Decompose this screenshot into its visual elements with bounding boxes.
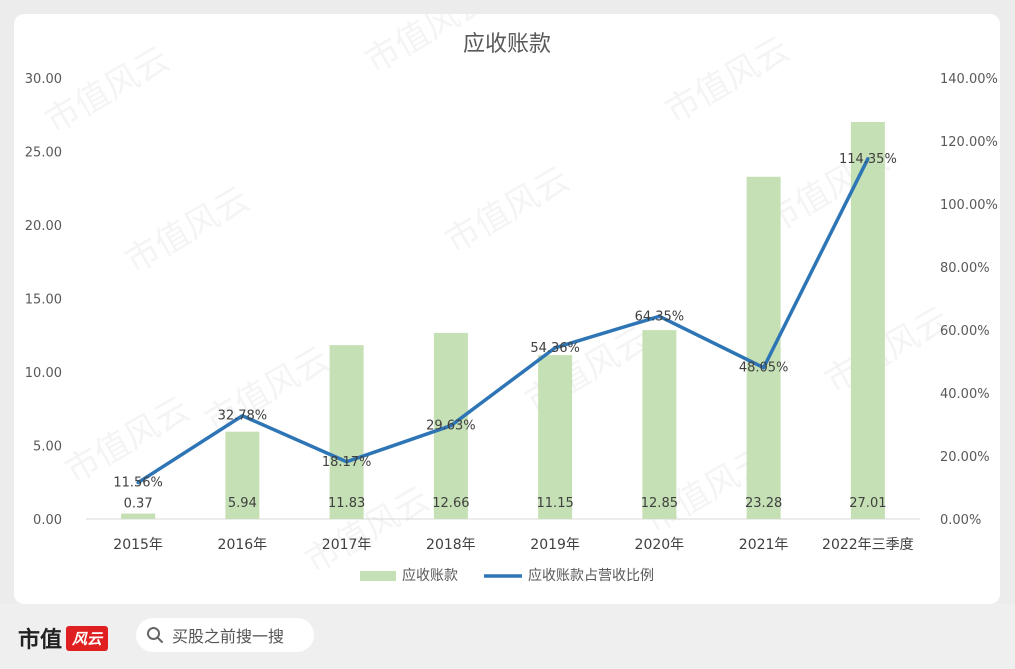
watermark-text: 市值风云 (119, 179, 257, 282)
bar-value-label: 11.15 (537, 496, 574, 511)
y-left-tick-label: 30.00 (25, 72, 62, 87)
line-point (449, 424, 453, 428)
bar (850, 121, 885, 519)
x-tick-label: 2016年 (218, 537, 268, 553)
line-value-label: 48.05% (739, 361, 789, 376)
y-left-tick-label: 5.00 (33, 440, 62, 455)
watermark-text: 市值风云 (39, 39, 177, 142)
bar (538, 355, 573, 519)
watermark-text: 市值风云 (819, 299, 957, 402)
line-value-label: 29.63% (426, 419, 476, 434)
y-right-tick-label: 40.00% (940, 387, 990, 402)
line-value-label: 32.78% (218, 409, 268, 424)
watermark-text: 市值风云 (439, 159, 577, 262)
line-point (136, 481, 140, 485)
bar (746, 176, 781, 519)
search-box[interactable]: 买股之前搜一搜 (136, 618, 314, 652)
brand-logo-mark: 风云 (66, 625, 109, 651)
y-left-tick-label: 0.00 (33, 513, 62, 528)
bar (121, 513, 156, 519)
line-point (240, 414, 244, 418)
y-left-tick-label: 15.00 (25, 293, 62, 308)
y-right-tick-label: 60.00% (940, 324, 990, 339)
y-left-tick-label: 10.00 (25, 366, 62, 381)
bar-value-label: 23.28 (745, 496, 782, 511)
x-tick-label: 2020年 (635, 537, 685, 553)
x-tick-label: 2019年 (530, 537, 580, 553)
bar (329, 345, 364, 519)
brand-logo[interactable]: 市值 风云 (18, 622, 109, 654)
search-icon (147, 627, 163, 643)
x-tick-label: 2018年 (426, 537, 476, 553)
bar-value-label: 5.94 (228, 496, 257, 511)
bar-value-label: 27.01 (849, 496, 886, 511)
bar (225, 431, 260, 519)
watermark-text: 市值风云 (659, 29, 797, 132)
bar-value-label: 12.66 (432, 496, 469, 511)
line-series (136, 157, 870, 485)
line-point (553, 346, 557, 350)
line-value-label: 114.35% (839, 152, 897, 167)
y-right-tick-label: 100.00% (940, 198, 998, 213)
chart-card: 应收账款 市值风云 市值风云 市值风云 市值风云 市值风云 市值风云 市值风云 市值风云 市值风… (14, 14, 1000, 604)
x-tick-label: 2022年三季度 (822, 537, 914, 553)
legend-line-label: 应收账款占营收比例 (528, 567, 654, 584)
y-right-tick-label: 140.00% (940, 72, 998, 87)
x-tick-label: 2017年 (322, 537, 372, 553)
legend-bar-label: 应收账款 (402, 567, 458, 584)
line-point (866, 157, 870, 161)
y-left-tick-label: 25.00 (25, 146, 62, 161)
line-value-label: 54.36% (530, 341, 580, 356)
line-point (345, 460, 349, 464)
search-placeholder: 买股之前搜一搜 (172, 627, 285, 646)
watermark-text: 市值风云 (359, 14, 497, 82)
bar (642, 330, 677, 519)
line-value-label: 64.35% (635, 309, 685, 324)
footer-bar: 市值 风云 买股之前搜一搜 (0, 604, 1015, 669)
bar-value-label: 12.85 (641, 496, 678, 511)
line-point (657, 314, 661, 318)
y-right-tick-label: 80.00% (940, 261, 990, 276)
legend-bar-swatch (360, 571, 396, 581)
brand-name: 市值 (18, 627, 63, 653)
y-right-tick-label: 20.00% (940, 450, 990, 465)
x-tick-label: 2015年 (113, 537, 163, 553)
bar-value-label: 0.37 (124, 497, 153, 512)
chart-title: 应收账款 (462, 32, 551, 57)
line-point (762, 366, 766, 370)
line-value-label: 11.56% (113, 476, 163, 491)
watermark-text: 市值风云 (299, 479, 437, 582)
y-right-tick-label: 0.00% (940, 513, 981, 528)
y-right-tick-label: 120.00% (940, 135, 998, 150)
line-value-label: 18.17% (322, 455, 372, 470)
y-left-tick-label: 20.00 (25, 219, 62, 234)
bar-value-label: 11.83 (328, 496, 365, 511)
x-tick-label: 2021年 (739, 537, 789, 553)
